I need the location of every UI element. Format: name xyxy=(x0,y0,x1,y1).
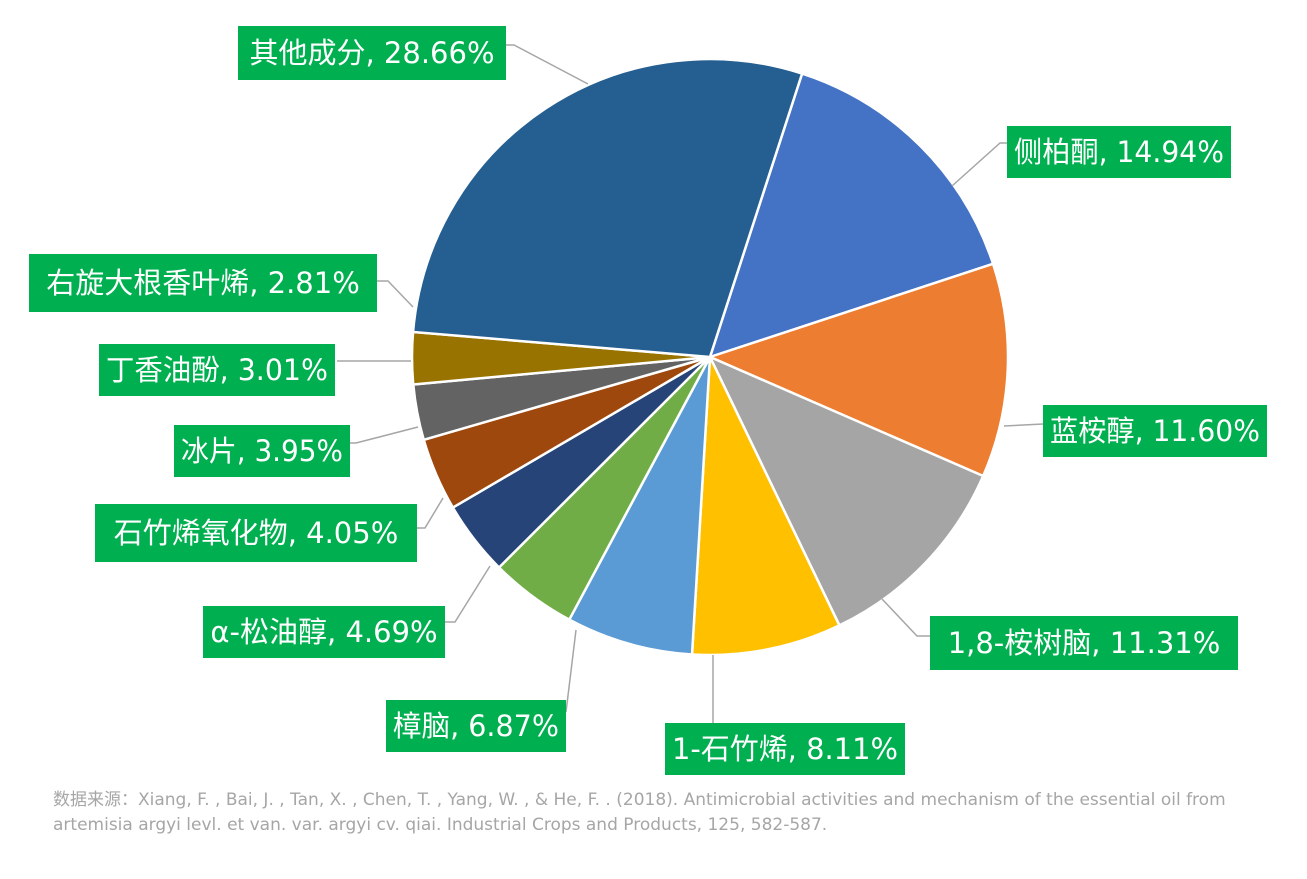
data-label-box xyxy=(95,504,417,562)
data-label-box xyxy=(99,344,335,396)
data-label-box xyxy=(930,616,1238,670)
data-label-text: 蓝桉醇, 11.60% xyxy=(1050,414,1260,448)
data-label-box xyxy=(29,254,377,312)
pie-slice-2 xyxy=(706,262,1010,478)
leader-line-1 xyxy=(951,142,1007,187)
leader-line-7 xyxy=(417,497,444,529)
data-label-text: 石竹烯氧化物, 4.05% xyxy=(114,516,399,550)
leader-line-3 xyxy=(881,598,930,637)
data-label-box xyxy=(1043,405,1267,457)
data-label-box xyxy=(203,606,445,658)
data-label-box xyxy=(386,700,566,752)
data-label-text: 1-石竹烯, 8.11% xyxy=(672,732,898,766)
data-label-box xyxy=(238,26,506,80)
data-labels: 侧柏酮, 14.94% 蓝桉醇, 11.60% 1,8-桉树脑, 11.31% 1-石… xyxy=(29,26,1267,775)
data-label-10: 右旋大根香叶烯, 2.81% xyxy=(29,254,377,312)
pie-slice-4 xyxy=(690,352,842,657)
pie-slice-5 xyxy=(567,356,712,656)
data-label-box xyxy=(665,723,905,775)
data-label-2: 蓝桉醇, 11.60% xyxy=(1043,405,1267,457)
data-label-text: 冰片, 3.95% xyxy=(181,434,343,468)
pie-chart: 侧柏酮, 14.94% 蓝桉醇, 11.60% 1,8-桉树脑, 11.31% 1-石… xyxy=(29,26,1267,775)
data-label-text: 右旋大根香叶烯, 2.81% xyxy=(46,266,360,300)
data-label-text: 侧柏酮, 14.94% xyxy=(1014,135,1224,169)
leader-lines xyxy=(337,44,1044,723)
pie-slice-3 xyxy=(707,354,985,628)
data-label-7: 石竹烯氧化物, 4.05% xyxy=(95,504,417,562)
data-label-9: 丁香油酚, 3.01% xyxy=(99,344,335,396)
data-label-box xyxy=(174,425,350,477)
data-label-6: α-松油醇, 4.69% xyxy=(203,606,445,658)
leader-line-2 xyxy=(1003,423,1044,427)
data-label-5: 樟脑, 6.87% xyxy=(386,700,566,752)
pie-slices xyxy=(410,57,1010,657)
data-label-8: 冰片, 3.95% xyxy=(174,425,350,477)
leader-line-10 xyxy=(377,280,414,308)
data-label-text: 1,8-桉树脑, 11.31% xyxy=(948,626,1221,660)
data-label-1: 侧柏酮, 14.94% xyxy=(1007,126,1231,178)
data-label-11: 其他成分, 28.66% xyxy=(238,26,506,80)
data-label-text: 丁香油酚, 3.01% xyxy=(106,353,328,387)
leader-line-8 xyxy=(350,426,419,444)
data-label-text: 其他成分, 28.66% xyxy=(249,36,494,70)
data-label-text: α-松油醇, 4.69% xyxy=(210,615,437,649)
leader-line-11 xyxy=(506,44,589,85)
source-note: 数据来源：Xiang, F. , Bai, J. , Tan, X. , Che… xyxy=(53,790,1226,835)
data-label-box xyxy=(1007,126,1231,178)
leader-line-5 xyxy=(565,629,577,713)
pie-slice-11 xyxy=(411,57,804,359)
data-label-text: 樟脑, 6.87% xyxy=(393,709,559,743)
leader-line-6 xyxy=(445,565,491,623)
data-label-4: 1-石竹烯, 8.11% xyxy=(665,723,905,775)
data-label-3: 1,8-桉树脑, 11.31% xyxy=(930,616,1238,670)
